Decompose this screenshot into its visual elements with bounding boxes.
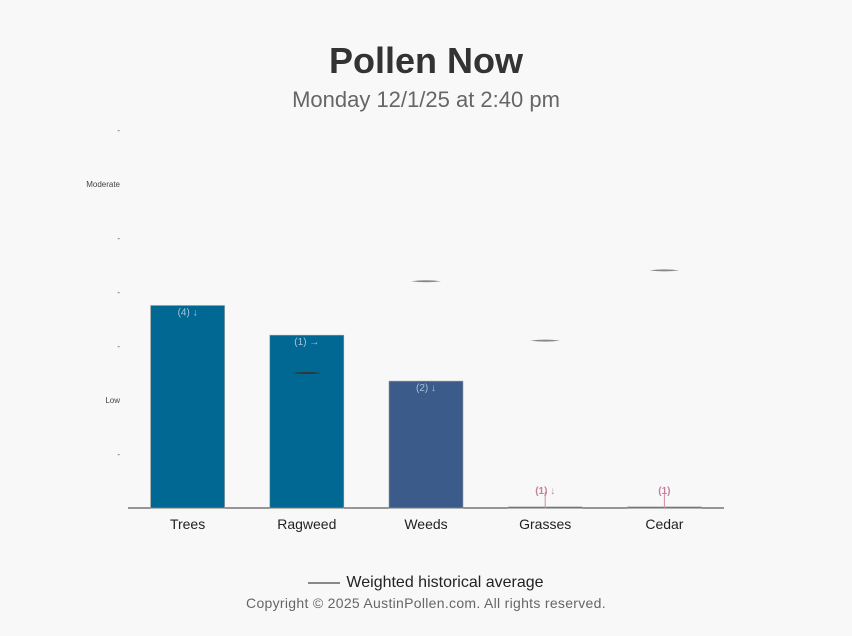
y-tick-label: Low <box>105 396 120 405</box>
x-tick-label: Cedar <box>645 516 683 532</box>
x-tick-label: Grasses <box>519 516 571 532</box>
historical-average-marker <box>291 372 322 374</box>
data-label: (1) → <box>294 337 319 348</box>
bar-weeds <box>388 380 464 509</box>
y-tick-label: - <box>117 234 120 243</box>
historical-average-marker <box>649 269 680 272</box>
y-tick-label: - <box>117 450 120 459</box>
x-tick-label: Trees <box>170 516 205 532</box>
y-tick-label: - <box>117 342 120 351</box>
y-tick-label: - <box>117 288 120 297</box>
legend-line-icon <box>308 581 341 584</box>
data-label: (1) ↓ <box>535 486 555 497</box>
chart-legend: Weighted historical average <box>0 574 852 592</box>
bar-trees <box>150 305 225 509</box>
x-tick-label: Ragweed <box>277 516 336 532</box>
copyright-text: Copyright © 2025 AustinPollen.com. All r… <box>246 595 606 611</box>
historical-average-marker <box>530 339 561 342</box>
data-label: (1) <box>658 486 670 497</box>
data-label: (2) ↓ <box>416 383 436 394</box>
chart-title: Pollen Now <box>328 40 523 81</box>
y-tick-label: Moderate <box>86 180 120 189</box>
y-tick-label: - <box>117 126 120 135</box>
chart-subtitle: Monday 12/1/25 at 2:40 pm <box>292 87 560 112</box>
historical-average-marker <box>411 280 441 283</box>
legend-label: Weighted historical average <box>346 574 544 591</box>
bar-ragweed <box>269 334 345 509</box>
x-tick-label: Weeds <box>404 516 447 532</box>
data-label: (4) ↓ <box>178 308 198 319</box>
